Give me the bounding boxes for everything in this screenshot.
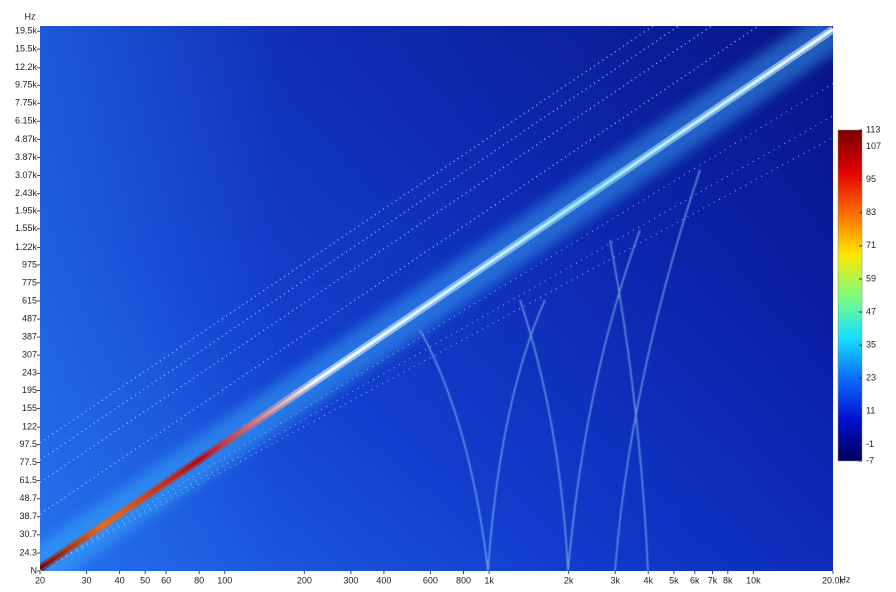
y-tick-label: 7.75k bbox=[15, 98, 38, 108]
y-tick-label: 1.22k bbox=[15, 242, 38, 252]
alias-arcs bbox=[419, 169, 701, 571]
y-tick-label: 9.75k bbox=[15, 80, 38, 90]
y-tick-label: 487 bbox=[22, 314, 37, 324]
fundamental-line bbox=[40, 28, 833, 570]
x-tick-label: 3k bbox=[610, 575, 620, 585]
y-tick-label: 6.15k bbox=[15, 116, 38, 126]
sub-line bbox=[40, 136, 833, 571]
y-tick-label: 38.7 bbox=[19, 511, 37, 521]
colorbar-tick-label: 59 bbox=[866, 273, 876, 283]
x-tick-label: 20 bbox=[35, 575, 45, 585]
y-tick-label: 15.5k bbox=[15, 44, 38, 54]
x-tick-label: 30 bbox=[82, 575, 92, 585]
alias-arc bbox=[567, 229, 641, 571]
colorbar-tick-label: 35 bbox=[866, 340, 876, 350]
colorbar-tick-label: -7 bbox=[866, 455, 874, 465]
x-tick-label: 10k bbox=[746, 575, 761, 585]
x-tick-label: 200 bbox=[297, 575, 312, 585]
x-tick-label: 50 bbox=[140, 575, 150, 585]
colorbar-tick-label: -1 bbox=[866, 439, 874, 449]
y-tick-label: 48.7 bbox=[19, 493, 37, 503]
alias-arc bbox=[519, 299, 569, 571]
x-axis-unit: Hz bbox=[840, 574, 851, 584]
colorbar-tick-label: 11 bbox=[866, 406, 875, 416]
x-tick-label: 100 bbox=[217, 575, 232, 585]
colorbar-tick-label: 71 bbox=[866, 240, 876, 250]
y-tick-label: 97.5 bbox=[19, 439, 37, 449]
y-tick-label: 1.55k bbox=[15, 223, 38, 233]
x-tick-label: 300 bbox=[343, 575, 358, 585]
colorbar-tick-label: 23 bbox=[866, 373, 876, 383]
x-tick-label: 6k bbox=[690, 575, 700, 585]
y-tick-label: 775 bbox=[22, 277, 37, 287]
y-tick-label: 1.95k bbox=[15, 205, 38, 215]
colorbar-tick-label: 113 bbox=[866, 124, 880, 134]
y-tick-label: 3.87k bbox=[15, 152, 38, 162]
x-tick-label: 800 bbox=[456, 575, 471, 585]
y-tick-label: 307 bbox=[22, 350, 37, 360]
y-tick-label: 61.5 bbox=[19, 475, 37, 485]
y-tick-label: 4.87k bbox=[15, 134, 38, 144]
harmonic-line bbox=[40, 26, 654, 444]
x-tick-label: 600 bbox=[423, 575, 438, 585]
x-tick-label: 40 bbox=[115, 575, 125, 585]
alias-arc bbox=[487, 299, 546, 571]
alias-arc bbox=[609, 239, 649, 571]
y-tick-label: N bbox=[31, 565, 38, 575]
x-tick-label: 400 bbox=[376, 575, 391, 585]
y-tick-label: 243 bbox=[22, 368, 37, 378]
y-tick-label: 77.5 bbox=[19, 457, 37, 467]
x-tick-label: 60 bbox=[161, 575, 171, 585]
y-tick-label: 30.7 bbox=[19, 529, 37, 539]
colorbar-tick-label: 83 bbox=[866, 207, 876, 217]
alias-arc bbox=[419, 329, 489, 571]
y-tick-label: 12.2k bbox=[15, 62, 38, 72]
y-tick-label: 387 bbox=[22, 331, 37, 341]
y-tick-label: 122 bbox=[22, 422, 37, 432]
x-tick-label: 4k bbox=[643, 575, 653, 585]
y-tick-label: 975 bbox=[22, 259, 37, 269]
y-tick-label: 195 bbox=[22, 385, 37, 395]
y-tick-label: 615 bbox=[22, 295, 37, 305]
colorbar-tick-label: 95 bbox=[866, 174, 876, 184]
x-tick-label: 7k bbox=[708, 575, 718, 585]
x-tick-label: 80 bbox=[194, 575, 204, 585]
x-tick-label: 5k bbox=[669, 575, 679, 585]
y-axis-unit: Hz bbox=[25, 11, 36, 21]
x-tick-label: 2k bbox=[564, 575, 574, 585]
x-tick-label: 1k bbox=[484, 575, 494, 585]
y-tick-label: 3.07k bbox=[15, 170, 38, 180]
plot-area bbox=[40, 26, 833, 571]
y-tick-label: 19.5k bbox=[15, 26, 38, 36]
harmonic-line bbox=[40, 26, 713, 484]
y-tick-label: 155 bbox=[22, 403, 37, 413]
y-tick-label: 24.3 bbox=[19, 547, 37, 557]
colorbar bbox=[837, 129, 863, 462]
alias-arc bbox=[614, 169, 701, 571]
x-tick-label: 8k bbox=[723, 575, 733, 585]
colorbar-tick-label: 107 bbox=[866, 141, 881, 151]
x-tick-label: 20.0k bbox=[822, 575, 845, 585]
colorbar-tick-label: 47 bbox=[866, 306, 876, 316]
y-tick-label: 2.43k bbox=[15, 188, 38, 198]
